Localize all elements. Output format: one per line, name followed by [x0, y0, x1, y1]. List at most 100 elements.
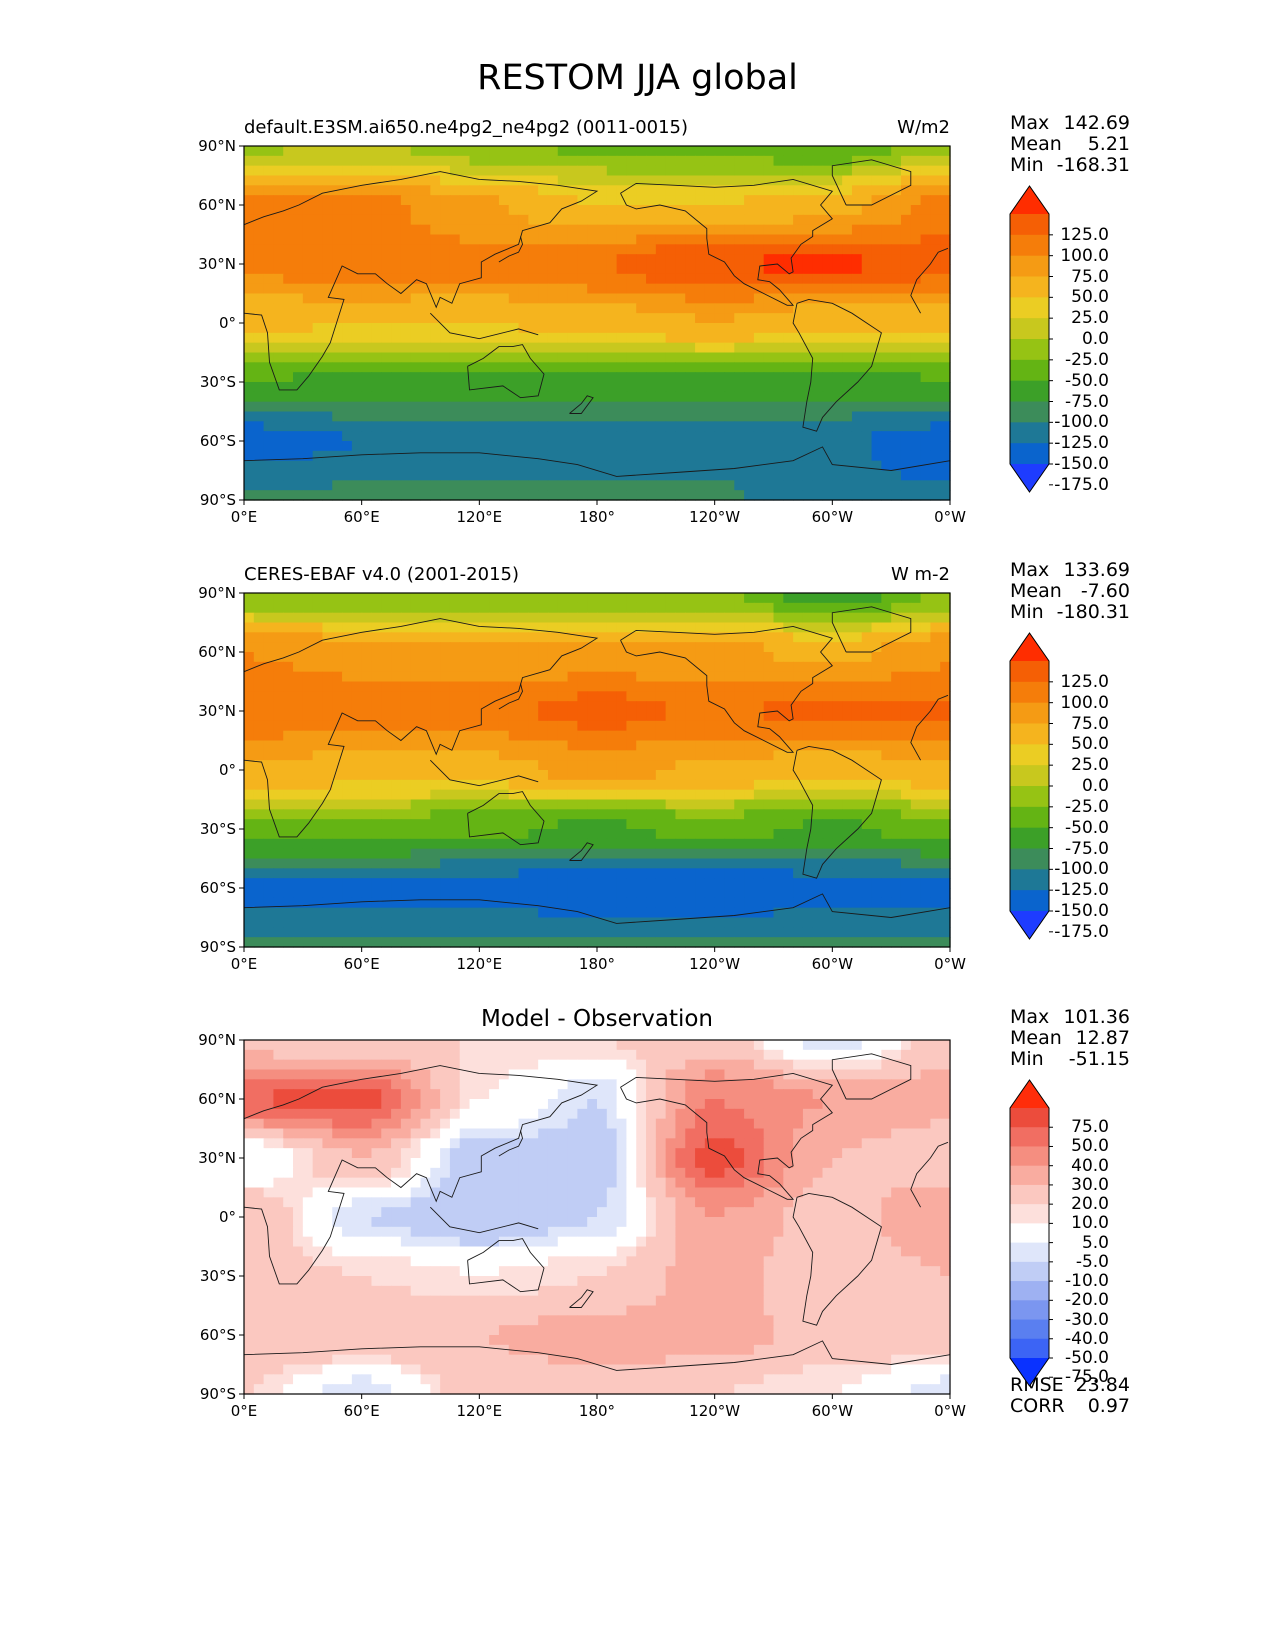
heatmap-cell: [793, 470, 804, 481]
heatmap-cell: [685, 602, 696, 614]
heatmap-cell: [547, 838, 559, 850]
heatmap-cell: [597, 401, 608, 413]
heatmap-cell: [675, 681, 686, 692]
coastline: [910, 247, 949, 314]
heatmap-cell: [410, 401, 422, 413]
heatmap-cell: [381, 829, 392, 840]
heatmap-cell: [547, 819, 559, 830]
heatmap-cell: [371, 283, 382, 295]
heatmap-cell: [342, 460, 353, 472]
heatmap-cell: [920, 332, 931, 344]
heatmap-cell: [440, 431, 451, 442]
heatmap-cell: [410, 750, 422, 761]
heatmap-cell: [861, 382, 873, 393]
heatmap-cell: [832, 799, 843, 810]
heatmap-cell: [420, 421, 431, 432]
heatmap-cell: [802, 372, 814, 383]
heatmap-cell: [342, 671, 353, 683]
heatmap-cell: [469, 431, 480, 442]
heatmap-cell: [351, 711, 363, 722]
heatmap-cell: [636, 254, 647, 265]
heatmap-cell: [410, 155, 422, 167]
heatmap-cell: [753, 224, 765, 236]
heatmap-cell: [636, 612, 647, 624]
heatmap-cell: [695, 323, 706, 334]
heatmap-cell: [342, 244, 353, 255]
heatmap-cell: [498, 205, 510, 216]
heatmap-cell: [606, 642, 618, 653]
heatmap-cell: [793, 244, 804, 255]
heatmap-cell: [812, 450, 824, 462]
heatmap-cell: [342, 622, 353, 633]
heatmap-cell: [528, 421, 539, 432]
heatmap-cell: [900, 382, 912, 393]
heatmap-cell: [577, 205, 588, 216]
heatmap-cell: [763, 214, 775, 226]
heatmap-cell: [244, 323, 255, 334]
heatmap-cell: [312, 711, 324, 722]
heatmap-cell: [498, 799, 510, 810]
heatmap-cell: [263, 652, 275, 663]
heatmap-cell: [734, 819, 745, 830]
heatmap-cell: [763, 342, 775, 354]
heatmap-cell: [891, 185, 902, 196]
heatmap-cell: [763, 868, 775, 879]
heatmap-cell: [283, 431, 294, 442]
heatmap-cell: [253, 480, 265, 491]
heatmap-cell: [489, 632, 500, 643]
heatmap-cell: [420, 382, 431, 393]
heatmap-cell: [675, 313, 686, 324]
heatmap-cell: [508, 441, 520, 452]
heatmap-cell: [695, 155, 706, 167]
heatmap-cell: [244, 848, 255, 860]
heatmap-cell: [940, 431, 951, 442]
heatmap-cell: [802, 897, 814, 909]
heatmap-cell: [244, 391, 255, 403]
heatmap-cell: [293, 362, 304, 373]
heatmap-cell: [597, 740, 608, 751]
heatmap-cell: [597, 711, 608, 722]
heatmap-cell: [940, 421, 951, 432]
heatmap-cell: [567, 165, 578, 177]
heatmap-cell: [900, 858, 912, 869]
heatmap-cell: [469, 897, 480, 909]
heatmap-cell: [646, 372, 657, 383]
heatmap-cell: [704, 313, 716, 324]
coastline: [498, 236, 523, 263]
heatmap-cell: [361, 819, 373, 830]
heatmap-cell: [616, 185, 628, 196]
heatmap-cell: [802, 431, 814, 442]
heatmap-cell: [793, 332, 804, 344]
heatmap-cell: [920, 293, 931, 304]
heatmap-cell: [587, 848, 598, 860]
heatmap-cell: [900, 460, 912, 472]
heatmap-cell: [861, 431, 873, 442]
heatmap-cell: [871, 799, 882, 810]
heatmap-cell: [685, 819, 696, 830]
heatmap-cell: [724, 760, 735, 771]
heatmap-cell: [606, 411, 618, 422]
heatmap-cell: [597, 868, 608, 879]
heatmap-cell: [332, 593, 343, 604]
heatmap-cell: [479, 779, 490, 791]
heatmap-cell: [773, 809, 784, 820]
heatmap-cell: [851, 234, 863, 245]
heatmap-cell: [802, 642, 814, 653]
heatmap-cell: [724, 401, 735, 413]
heatmap-cell: [695, 293, 706, 304]
heatmap-cell: [332, 244, 343, 255]
heatmap-cell: [567, 819, 578, 830]
heatmap-cell: [293, 431, 304, 442]
heatmap-cell: [881, 671, 892, 683]
heatmap-cell: [498, 593, 510, 604]
heatmap-cell: [763, 165, 775, 177]
heatmap-cell: [812, 421, 824, 432]
heatmap-cell: [724, 165, 735, 177]
heatmap-cell: [293, 490, 304, 501]
heatmap-cell: [498, 372, 510, 383]
heatmap-cell: [528, 789, 539, 801]
heatmap-cell: [675, 809, 686, 820]
coastline: [243, 446, 951, 477]
heatmap-cell: [332, 622, 343, 633]
heatmap-cell: [822, 431, 833, 442]
